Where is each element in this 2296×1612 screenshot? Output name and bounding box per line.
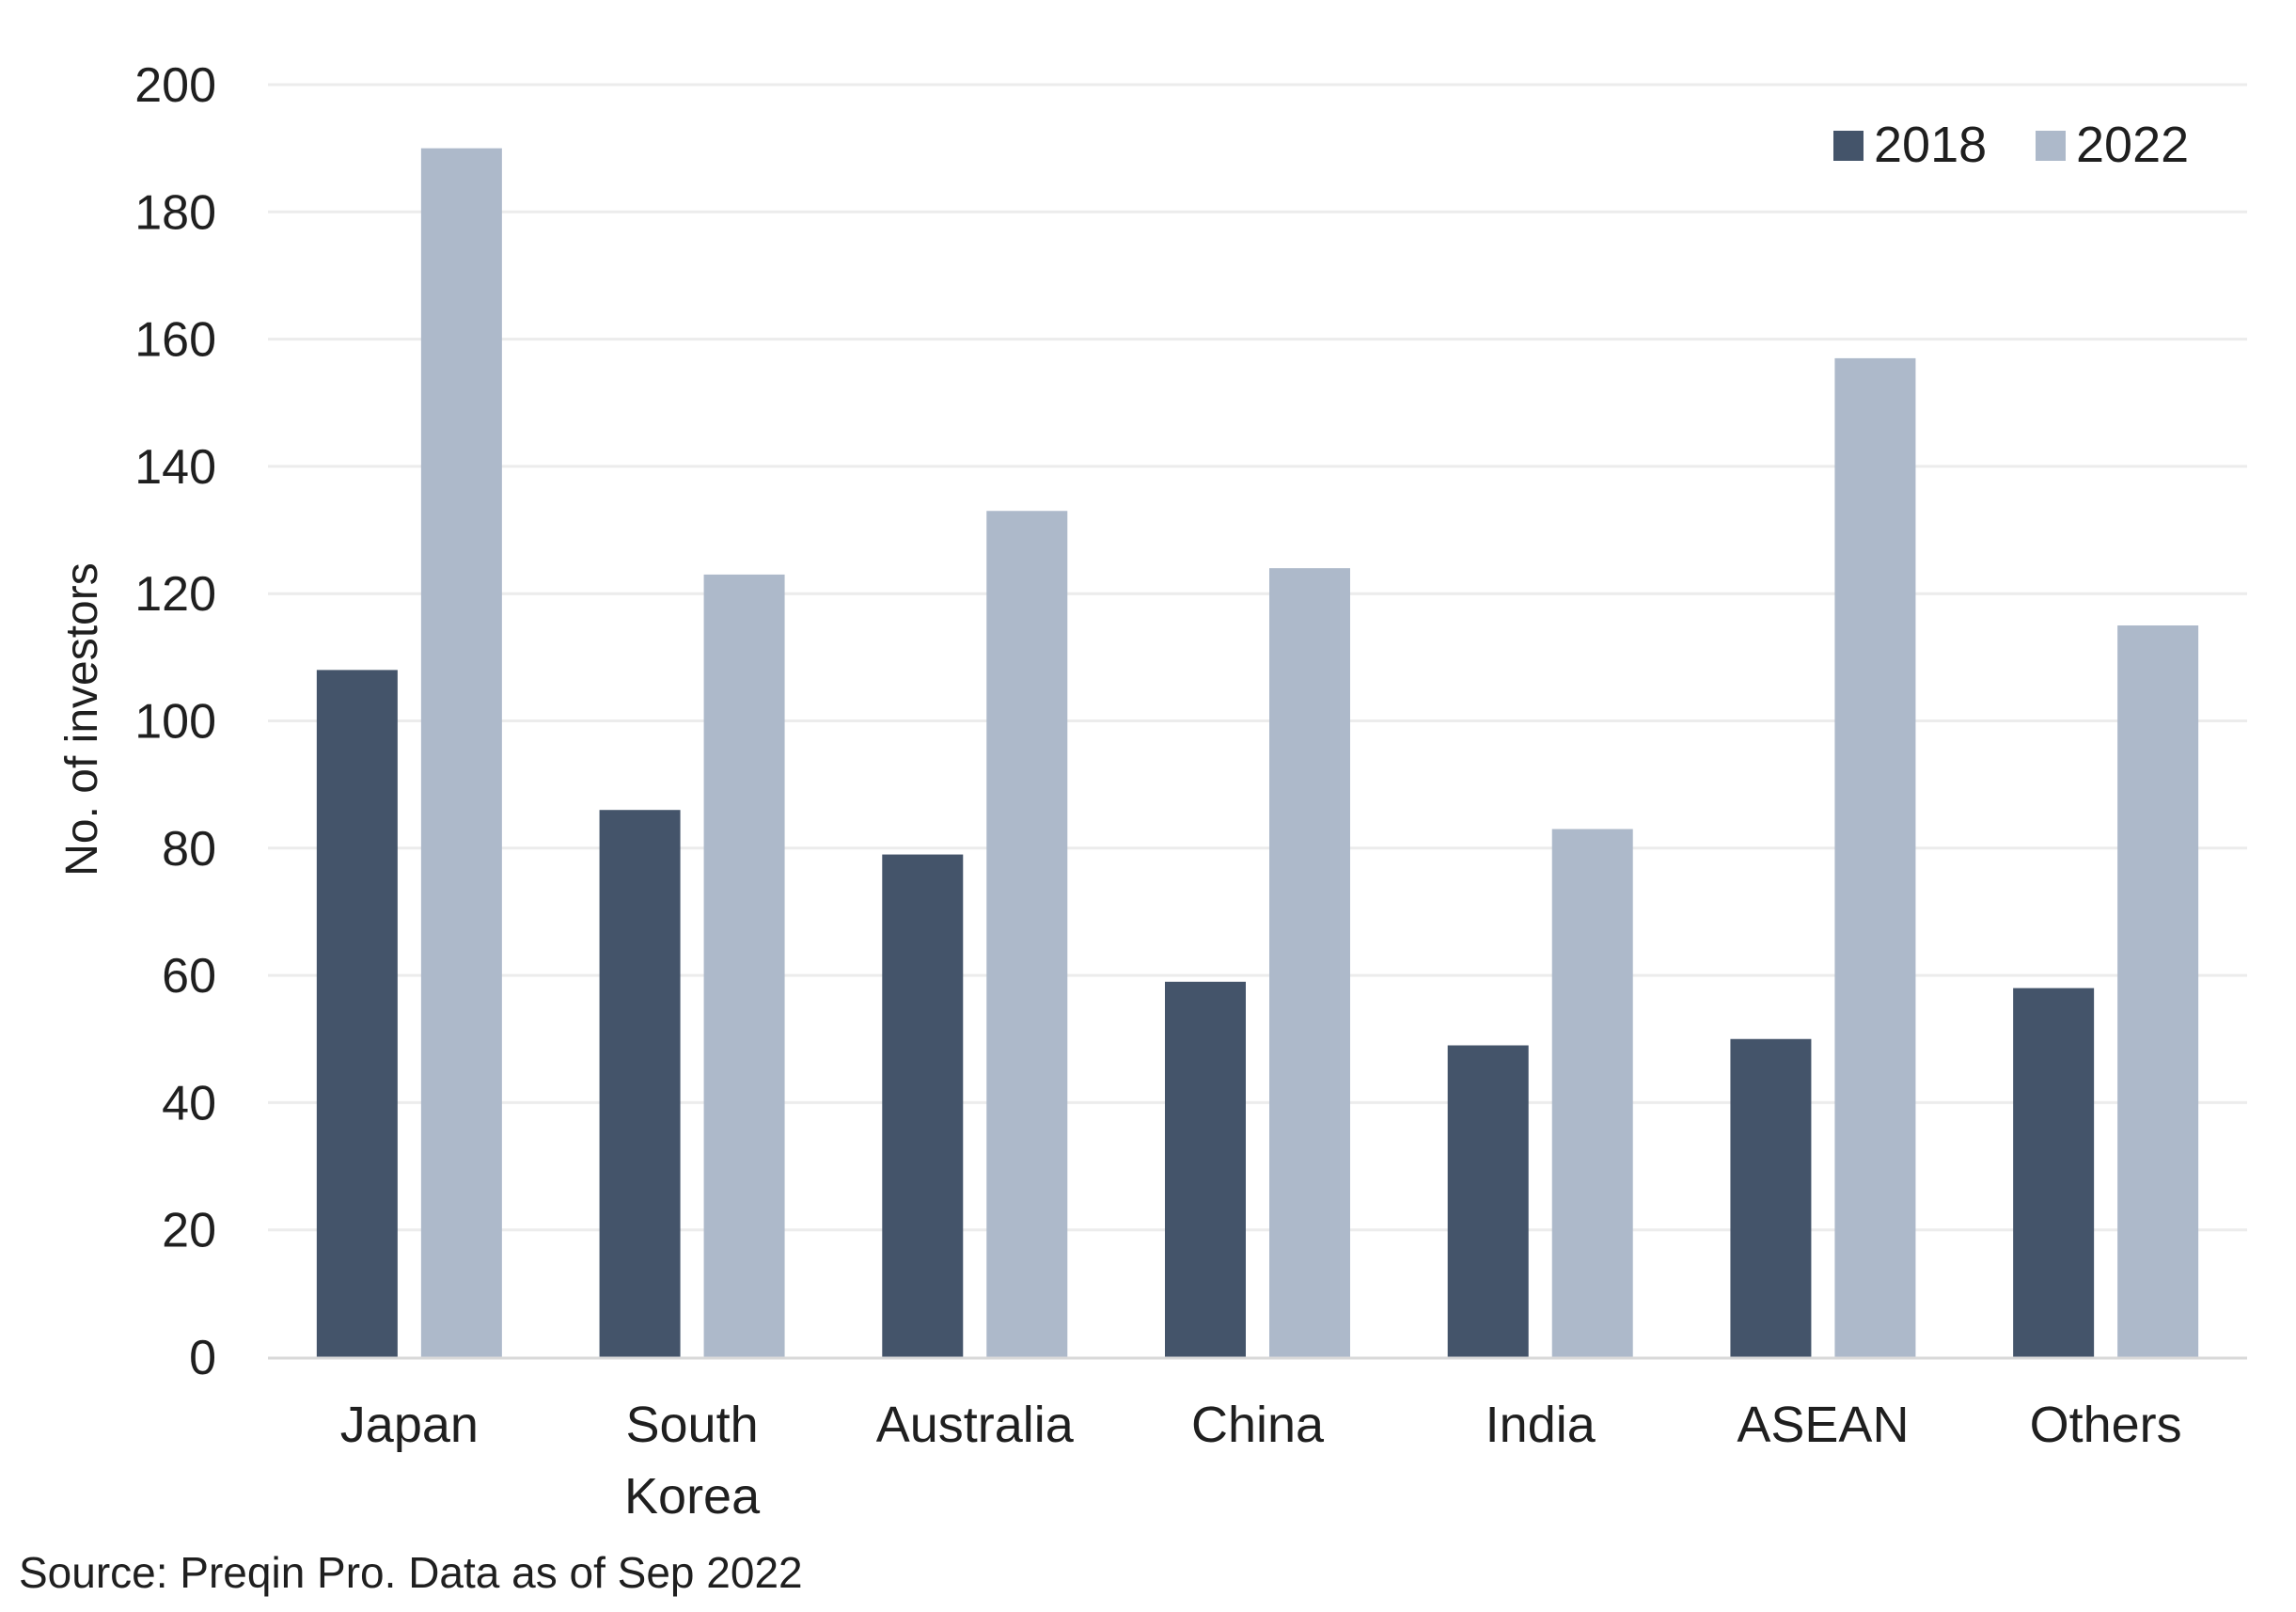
bar-2018-china <box>1165 981 1246 1357</box>
y-tick-label: 140 <box>134 440 216 495</box>
y-tick-label: 60 <box>162 949 216 1004</box>
y-tick-label: 100 <box>134 695 216 750</box>
legend-label-2022: 2022 <box>2076 117 2189 173</box>
y-tick-label: 180 <box>134 185 216 240</box>
x-category-label: India <box>1486 1397 1596 1453</box>
y-tick-label: 80 <box>162 822 216 877</box>
bar-2018-japan <box>316 670 398 1357</box>
bars <box>316 148 2199 1357</box>
bar-2022-japan <box>420 148 502 1357</box>
x-category-label: China <box>1191 1397 1325 1453</box>
legend-label-2018: 2018 <box>1874 117 1987 173</box>
y-tick-label: 0 <box>189 1331 216 1385</box>
x-category-labels: Japan South Korea Australia China India ASEAN O… <box>340 1397 2182 1525</box>
bar-2018-australia <box>882 854 964 1357</box>
x-category-label: South <box>626 1397 759 1453</box>
y-tick-label: 200 <box>134 58 216 113</box>
y-tick-label: 40 <box>162 1076 216 1130</box>
x-category-label: Korea <box>624 1468 761 1525</box>
bar-2022-south-korea <box>703 574 785 1357</box>
x-category-label: Others <box>2030 1397 2182 1453</box>
legend-swatch-2018 <box>1833 131 1864 161</box>
legend: 2018 2022 <box>1833 117 2189 173</box>
bar-2022-india <box>1551 829 1633 1357</box>
y-tick-label: 120 <box>134 567 216 622</box>
y-tick-label: 160 <box>134 313 216 368</box>
source-note: Source: Preqin Pro. Data as of Sep 2022 <box>19 1548 803 1597</box>
bar-2022-china <box>1269 568 1350 1357</box>
bar-2022-asean <box>1834 357 1916 1357</box>
gridlines <box>268 83 2247 1232</box>
bar-2022-others <box>2117 625 2199 1357</box>
x-category-label: Japan <box>340 1397 479 1453</box>
x-category-label: ASEAN <box>1737 1397 1909 1453</box>
legend-swatch-2022 <box>2036 131 2066 161</box>
y-tick-labels: 0 20 40 60 80 100 120 140 160 180 200 <box>134 58 216 1385</box>
y-tick-label: 20 <box>162 1204 216 1258</box>
bar-2018-others <box>2013 988 2095 1357</box>
bar-2018-asean <box>1730 1038 1812 1357</box>
bar-2018-india <box>1447 1045 1529 1357</box>
bar-2022-australia <box>986 511 1068 1357</box>
bar-2018-south-korea <box>599 810 681 1357</box>
y-axis-title: No. of investors <box>57 562 107 876</box>
x-category-label: Australia <box>876 1397 1075 1453</box>
